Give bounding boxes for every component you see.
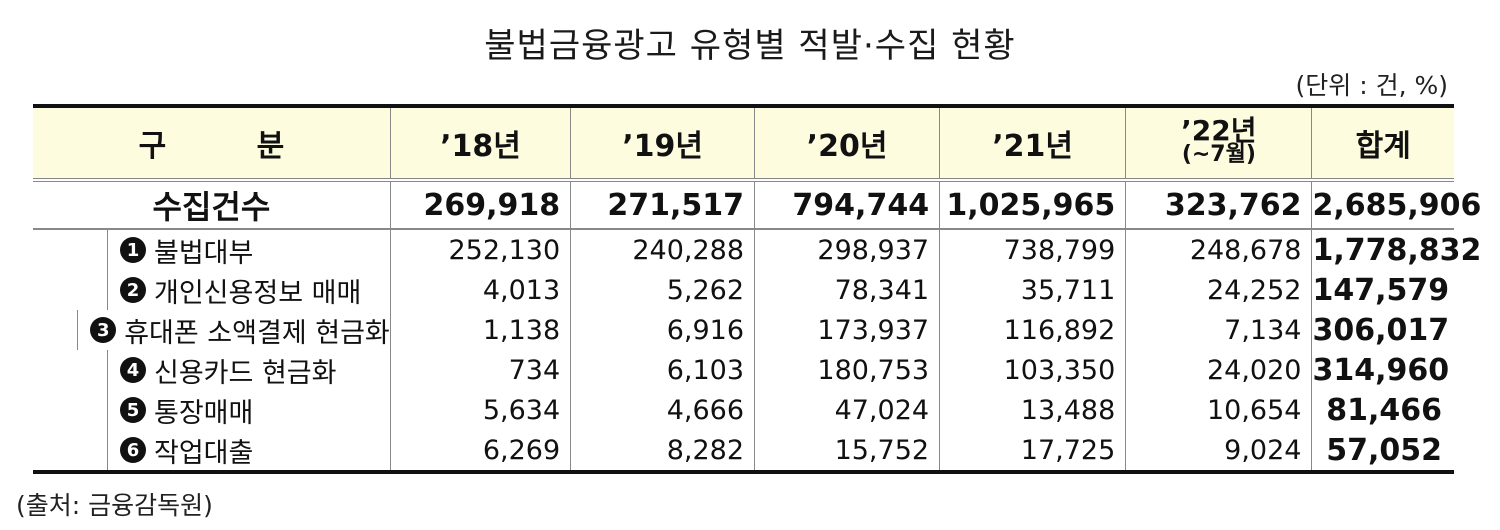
cell: 298,937 xyxy=(754,229,941,270)
header-row: 구 분 ’18년 ’19년 ’20년 ’21년 ’22년 (~7월) 합계 xyxy=(33,106,1454,182)
row-label: 3 휴대폰 소액결제 현금화 xyxy=(33,310,391,350)
cell: 147,579 xyxy=(1312,272,1450,308)
cell: 5,262 xyxy=(570,270,756,310)
cell: 4,666 xyxy=(570,390,756,430)
cell: 103,350 xyxy=(939,350,1127,390)
row-label-text: 휴대폰 소액결제 현금화 xyxy=(124,317,390,349)
cell: 17,725 xyxy=(939,430,1127,472)
cell: 269,918 xyxy=(390,180,572,230)
table-row: 3 휴대폰 소액결제 현금화 1,138 6,916 173,937 116,892 7,1… xyxy=(33,310,1454,350)
row-label-text: 신용카드 현금화 xyxy=(154,357,337,389)
cell: 57,052 xyxy=(1326,432,1442,468)
cell: 794,744 xyxy=(754,180,941,230)
cell: 306,017 xyxy=(1312,312,1450,348)
cell: 15,752 xyxy=(754,430,941,472)
cell: 9,024 xyxy=(1125,430,1313,472)
cell: 323,762 xyxy=(1125,180,1313,230)
cell: 734 xyxy=(390,350,572,390)
cell: 1,778,832 xyxy=(1312,232,1482,268)
cell: 78,341 xyxy=(754,270,941,310)
number-badge-icon: 5 xyxy=(120,397,146,423)
cell: 47,024 xyxy=(754,390,941,430)
cell: 5,634 xyxy=(390,390,572,430)
row-label-text: 작업대출 xyxy=(154,437,254,469)
cell: 738,799 xyxy=(939,229,1127,270)
number-badge-icon: 2 xyxy=(120,277,146,303)
row-label: 2 개인신용정보 매매 xyxy=(33,270,391,310)
cell: 2,685,906 xyxy=(1311,180,1481,230)
cell: 252,130 xyxy=(390,229,572,270)
header-2022: ’22년 (~7월) xyxy=(1125,106,1313,182)
table-row: 5 통장매매 5,634 4,666 47,024 13,488 10,654 81,466 xyxy=(33,390,1454,430)
row-label: 5 통장매매 xyxy=(33,390,391,430)
number-badge-icon: 6 xyxy=(120,437,146,463)
cell: 271,517 xyxy=(570,180,756,230)
cell: 240,288 xyxy=(570,229,756,270)
cell: 248,678 xyxy=(1125,229,1313,270)
cell: 10,654 xyxy=(1125,390,1313,430)
cell: 314,960 xyxy=(1312,352,1450,388)
cell: 6,269 xyxy=(390,430,572,472)
total-row: 수집건수 269,918 271,517 794,744 1,025,965 3… xyxy=(33,180,1481,230)
row-label: 6 작업대출 xyxy=(33,430,391,472)
cell: 24,252 xyxy=(1125,270,1313,310)
cell: 8,282 xyxy=(570,430,756,472)
cell: 1,025,965 xyxy=(939,180,1127,230)
row-label-text: 통장매매 xyxy=(154,397,254,429)
row-label: 1 불법대부 xyxy=(33,229,391,270)
header-2019: ’19년 xyxy=(570,106,756,182)
number-badge-icon: 3 xyxy=(90,317,117,343)
header-2020: ’20년 xyxy=(754,106,941,182)
cell: 24,020 xyxy=(1125,350,1313,390)
row-label-text: 개인신용정보 매매 xyxy=(154,277,362,309)
header-category: 구 분 xyxy=(33,106,391,182)
header-2021: ’21년 xyxy=(939,106,1127,182)
cell: 81,466 xyxy=(1326,392,1442,428)
row-label-text: 불법대부 xyxy=(154,237,254,269)
cell: 1,138 xyxy=(390,310,572,350)
cell: 173,937 xyxy=(754,310,941,350)
table-row: 6 작업대출 6,269 8,282 15,752 17,725 9,024 57,052 xyxy=(33,430,1454,472)
cell: 6,916 xyxy=(570,310,756,350)
cell: 4,013 xyxy=(390,270,572,310)
header-total: 합계 xyxy=(1311,106,1454,182)
row-label: 4 신용카드 현금화 xyxy=(33,350,391,390)
number-badge-icon: 4 xyxy=(120,357,146,383)
table-row: 2 개인신용정보 매매 4,013 5,262 78,341 35,711 24,252 14… xyxy=(33,270,1454,310)
unit-note: (단위 : 건, %) xyxy=(1295,71,1448,100)
page-title: 불법금융광고 유형별 적발·수집 현황 xyxy=(484,26,1016,66)
table-row: 4 신용카드 현금화 734 6,103 180,753 103,350 24,020 314… xyxy=(33,350,1454,390)
total-label: 수집건수 xyxy=(33,180,391,230)
cell: 116,892 xyxy=(939,310,1127,350)
cell: 35,711 xyxy=(939,270,1127,310)
header-2018: ’18년 xyxy=(390,106,572,182)
data-table: 구 분 ’18년 ’19년 ’20년 ’21년 ’22년 (~7월) 합계 수집… xyxy=(33,104,1482,474)
cell: 6,103 xyxy=(570,350,756,390)
cell: 13,488 xyxy=(939,390,1127,430)
table-row: 1 불법대부 252,130 240,288 298,937 738,799 248,678… xyxy=(33,229,1482,270)
cell: 7,134 xyxy=(1125,310,1313,350)
source-note: (출처: 금융감독원) xyxy=(16,491,213,520)
cell: 180,753 xyxy=(754,350,941,390)
number-badge-icon: 1 xyxy=(120,237,146,263)
